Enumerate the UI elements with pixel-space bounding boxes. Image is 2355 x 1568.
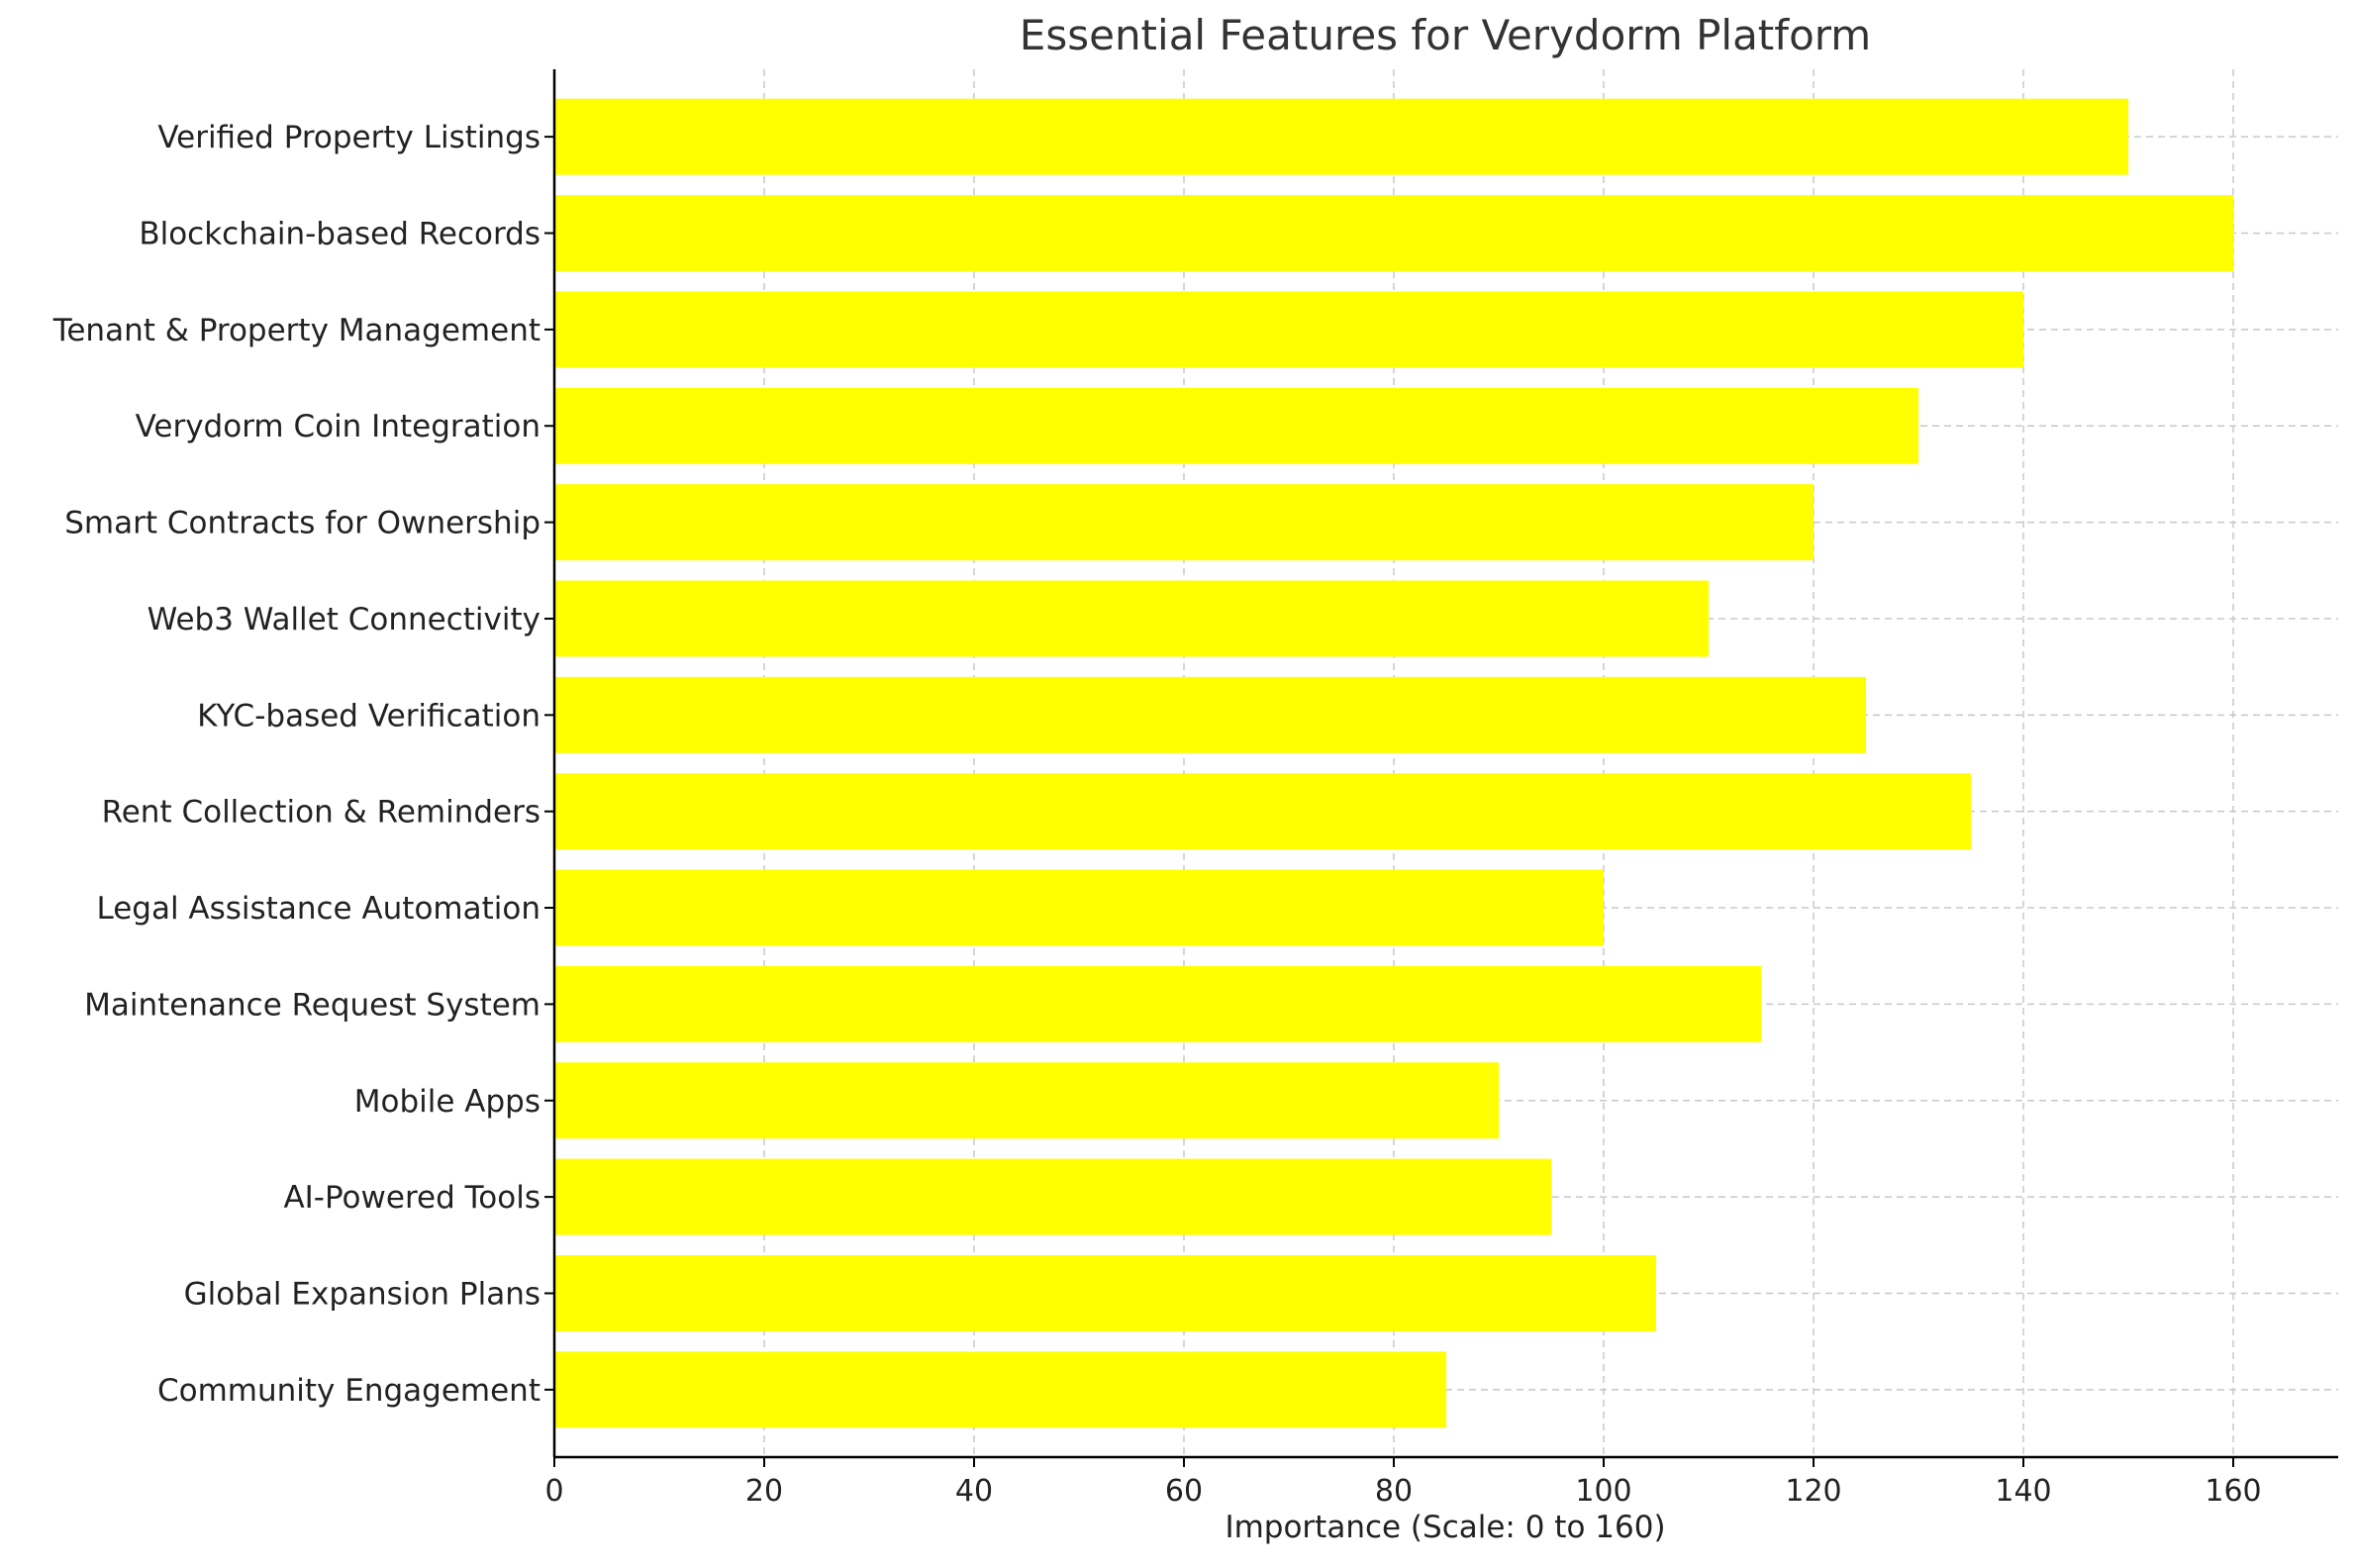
chart-title: Essential Features for Verydorm Platform: [1020, 11, 1871, 59]
bar: [554, 676, 1866, 753]
bar: [554, 291, 2023, 368]
bars: [554, 98, 2233, 1428]
x-tick-label: 0: [544, 1474, 563, 1509]
y-tick-label: Smart Contracts for Ownership: [64, 506, 540, 541]
y-tick-label: Mobile Apps: [354, 1084, 540, 1120]
bar: [554, 580, 1709, 657]
x-tick-label: 140: [1995, 1474, 2051, 1509]
bar: [554, 1158, 1551, 1235]
y-tick-label: Verydorm Coin Integration: [136, 409, 540, 444]
bar: [554, 484, 1814, 561]
x-tick-label: 160: [2205, 1474, 2261, 1509]
x-tick-label: 120: [1785, 1474, 1841, 1509]
y-tick-label: Verified Property Listings: [157, 120, 540, 155]
bar: [554, 1351, 1446, 1428]
x-tick-label: 100: [1575, 1474, 1631, 1509]
x-axis-label: Importance (Scale: 0 to 160): [1225, 1510, 1665, 1545]
y-tick-label: Tenant & Property Management: [52, 313, 540, 348]
y-tick-label: Rent Collection & Reminders: [102, 795, 540, 831]
bar: [554, 869, 1604, 946]
y-tick-label: Blockchain-based Records: [139, 217, 540, 252]
y-tick-label: Web3 Wallet Connectivity: [147, 602, 540, 637]
x-tick-label: 40: [955, 1474, 993, 1509]
y-tick-label: Maintenance Request System: [84, 987, 540, 1023]
bar: [554, 387, 1918, 464]
y-tick-label: Legal Assistance Automation: [96, 891, 540, 927]
bar: [554, 98, 2128, 175]
y-tick-label: KYC-based Verification: [197, 698, 540, 734]
y-tick-label: Community Engagement: [157, 1373, 540, 1409]
bar: [554, 195, 2233, 271]
bar: [554, 965, 1761, 1042]
bar: [554, 1062, 1499, 1139]
bar: [554, 1255, 1656, 1331]
y-tick-label: Global Expansion Plans: [184, 1276, 540, 1312]
y-tick-label: AI-Powered Tools: [283, 1180, 540, 1216]
bar: [554, 773, 1971, 850]
axes: [544, 69, 2338, 1467]
tick-labels: 0 20 40 60 80 100 120 140 160 Verified Property L…: [52, 120, 2262, 1509]
x-tick-label: 80: [1375, 1474, 1413, 1509]
x-tick-label: 20: [745, 1474, 783, 1509]
x-tick-label: 60: [1165, 1474, 1203, 1509]
